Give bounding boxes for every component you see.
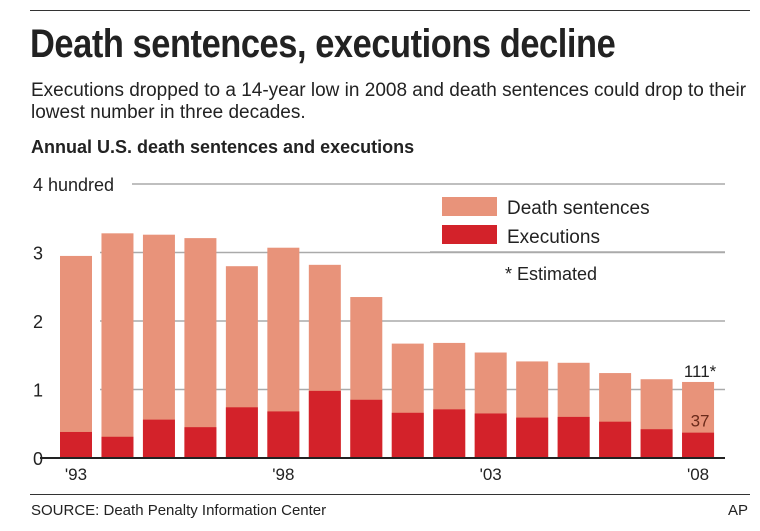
- bar-executions-1999: [308, 390, 341, 458]
- x-tick-label: '03: [480, 465, 502, 484]
- bar-executions-2003: [474, 413, 507, 458]
- data-label-executions: 37: [691, 412, 710, 431]
- bar-executions-2001: [391, 412, 424, 458]
- bar-executions-1996: [184, 427, 217, 458]
- bar-executions-1995: [142, 419, 175, 458]
- bar-executions-2007: [640, 429, 673, 458]
- bar-executions-2002: [433, 409, 466, 458]
- legend-label-death-sentences: Death sentences: [507, 198, 650, 219]
- bar-executions-1993: [60, 431, 92, 458]
- chart-headline: Death sentences, executions decline: [30, 22, 616, 66]
- bar-executions-2004: [516, 417, 549, 458]
- bar-executions-1994: [101, 436, 134, 458]
- legend-label-executions: Executions: [507, 227, 600, 248]
- bar-executions-2005: [557, 416, 590, 458]
- y-tick-label: 0: [33, 449, 43, 469]
- bar-death-sentences-1993: [60, 255, 92, 458]
- bar-death-sentences-1996: [184, 238, 217, 458]
- legend-note: * Estimated: [505, 264, 597, 284]
- legend-swatch-executions: [442, 225, 497, 244]
- x-tick-label: '93: [65, 465, 87, 484]
- y-tick-label: 2: [33, 312, 43, 332]
- bottom-rule: [30, 494, 750, 495]
- chart-title: Annual U.S. death sentences and executio…: [31, 137, 415, 157]
- bar-executions-2008: [682, 432, 715, 458]
- x-tick-label: '98: [272, 465, 294, 484]
- x-tick-label: '08: [687, 465, 709, 484]
- legend-swatch-death-sentences: [442, 197, 497, 216]
- data-label-death-sentences: 111*: [684, 362, 717, 381]
- y-tick-label: 1: [33, 381, 43, 401]
- y-tick-label: 4 hundred: [33, 175, 114, 195]
- credit: AP: [727, 502, 748, 519]
- bar-executions-1998: [267, 411, 300, 458]
- y-tick-label: 3: [33, 244, 43, 264]
- bar-executions-2000: [350, 399, 383, 458]
- bar-executions-2006: [599, 421, 632, 458]
- bar-executions-1997: [225, 407, 258, 458]
- chart-subtitle: Executions dropped to a 14-year low in 2…: [31, 80, 747, 123]
- bar-death-sentences-1994: [101, 233, 134, 458]
- top-rule: [30, 10, 750, 11]
- source-note: SOURCE: Death Penalty Information Center: [31, 502, 327, 519]
